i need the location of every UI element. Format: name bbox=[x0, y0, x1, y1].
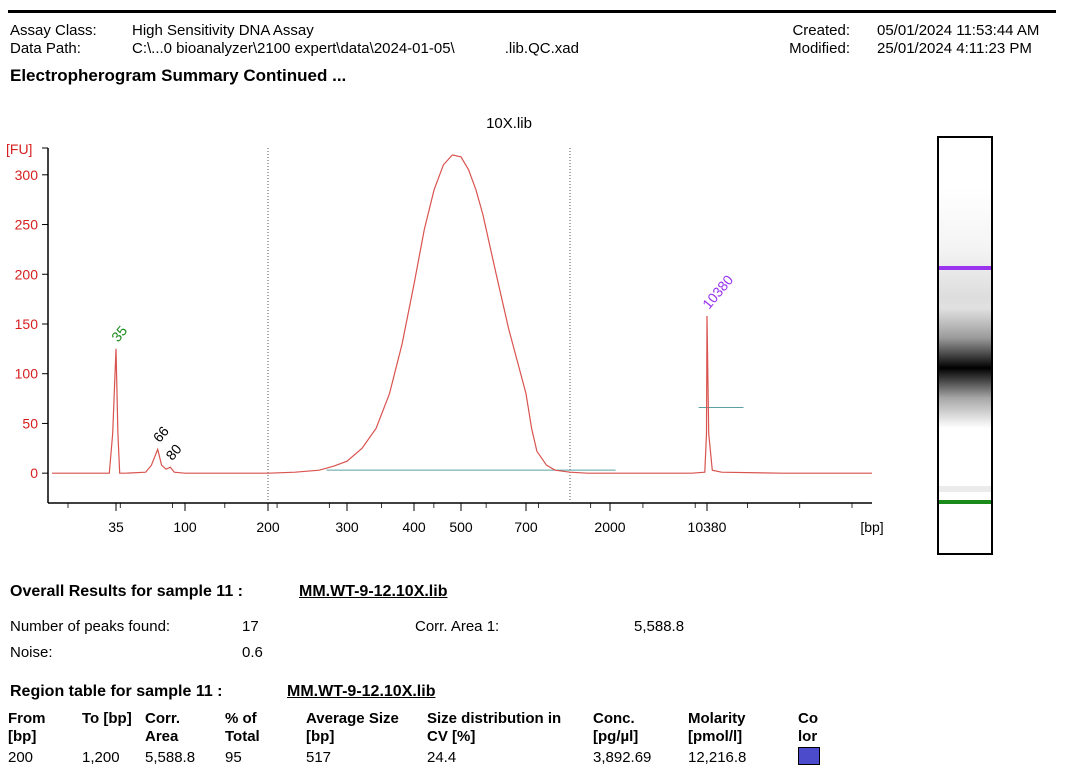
region-table-title: Region table for sample 11 : bbox=[10, 683, 223, 700]
y-tick-label: 150 bbox=[15, 316, 39, 332]
peak-label: 66 bbox=[150, 423, 172, 445]
created-label: Created: bbox=[792, 22, 850, 39]
corr-area-label: Corr. Area 1: bbox=[415, 618, 500, 635]
electropherogram-trace bbox=[52, 154, 872, 474]
corr-area-value: 5,588.8 bbox=[634, 618, 685, 635]
col-header-to: To [bp] bbox=[82, 710, 132, 727]
data-path-label: Data Path: bbox=[10, 40, 81, 57]
x-tick-label: 2000 bbox=[594, 519, 625, 535]
created-value: 05/01/2024 11:53:44 AM bbox=[877, 22, 1040, 39]
table-cell-molarity: 12,216.8 bbox=[688, 749, 747, 766]
modified-label: Modified: bbox=[789, 40, 850, 57]
y-tick-label: 50 bbox=[22, 415, 38, 431]
y-tick-label: 300 bbox=[15, 167, 39, 183]
col-header-molarity: Molarity [pmol/l] bbox=[688, 710, 746, 745]
assay-class-label: Assay Class: bbox=[10, 22, 97, 39]
modified-value: 25/01/2024 4:11:23 PM bbox=[877, 40, 1032, 57]
peak-label: 10380 bbox=[699, 272, 736, 312]
peak-label: 80 bbox=[162, 441, 184, 463]
col-header-from: From [bp] bbox=[8, 710, 46, 745]
y-tick-label: 100 bbox=[15, 366, 39, 382]
noise-value: 0.6 bbox=[242, 644, 263, 661]
gel-main-smear bbox=[939, 308, 991, 428]
summary-title: Electropherogram Summary Continued ... bbox=[10, 66, 347, 85]
col-header-corr-area: Corr. Area bbox=[145, 710, 181, 745]
x-tick-label: 700 bbox=[514, 519, 538, 535]
x-tick-label: 500 bbox=[449, 519, 473, 535]
gel-faint-band bbox=[939, 486, 991, 492]
x-tick-label: 400 bbox=[402, 519, 426, 535]
y-tick-label: 200 bbox=[15, 266, 39, 282]
table-cell-average-size: 517 bbox=[306, 749, 332, 766]
table-cell-to: 1,200 bbox=[82, 749, 120, 766]
y-tick-label: 250 bbox=[15, 217, 39, 233]
region-color-swatch[interactable] bbox=[798, 747, 820, 765]
assay-class-value: High Sensitivity DNA Assay bbox=[132, 22, 314, 39]
col-header-percent-total: % of Total bbox=[225, 710, 260, 745]
electropherogram-chart: 10X.lib [FU] 0 50 100 150 200 250 300 35 100 200 300… bbox=[6, 115, 884, 535]
overall-results-title: Overall Results for sample 11 : bbox=[10, 583, 243, 600]
chart-title: 10X.lib bbox=[486, 115, 532, 132]
overall-sample-name[interactable]: MM.WT-9-12.10X.lib bbox=[299, 583, 448, 600]
table-cell-percent-total: 95 bbox=[225, 749, 242, 766]
col-header-size-distribution: Size distribution in CV [%] bbox=[427, 710, 562, 745]
table-cell-from: 200 bbox=[8, 749, 34, 766]
table-cell-corr-area: 5,588.8 bbox=[145, 749, 196, 766]
col-header-conc: Conc. [pg/µl] bbox=[593, 710, 639, 745]
x-tick-label: 100 bbox=[173, 519, 197, 535]
col-header-average-size: Average Size [bp] bbox=[306, 710, 399, 745]
top-rule bbox=[8, 10, 1056, 13]
y-tick-label: 0 bbox=[30, 465, 38, 481]
x-tick-label: 10380 bbox=[688, 519, 727, 535]
x-tick-label: 35 bbox=[108, 519, 124, 535]
col-header-color: Co lor bbox=[798, 710, 818, 745]
peaks-found-label: Number of peaks found: bbox=[10, 618, 171, 635]
x-axis-label: [bp] bbox=[860, 519, 883, 535]
x-tick-label: 200 bbox=[256, 519, 280, 535]
region-sample-name[interactable]: MM.WT-9-12.10X.lib bbox=[287, 683, 436, 700]
gel-lane bbox=[937, 136, 993, 555]
y-axis-label: [FU] bbox=[6, 141, 32, 157]
peak-label: 35 bbox=[108, 322, 130, 344]
gel-upper-marker-band bbox=[939, 266, 991, 270]
noise-label: Noise: bbox=[10, 644, 53, 661]
peaks-found-value: 17 bbox=[242, 618, 259, 635]
table-cell-conc: 3,892.69 bbox=[593, 749, 652, 766]
table-cell-size-distribution: 24.4 bbox=[427, 749, 457, 766]
x-tick-label: 300 bbox=[335, 519, 359, 535]
data-path-value: C:\...0 bioanalyzer\2100 expert\data\202… bbox=[132, 40, 579, 57]
gel-lower-marker-band bbox=[939, 500, 991, 504]
